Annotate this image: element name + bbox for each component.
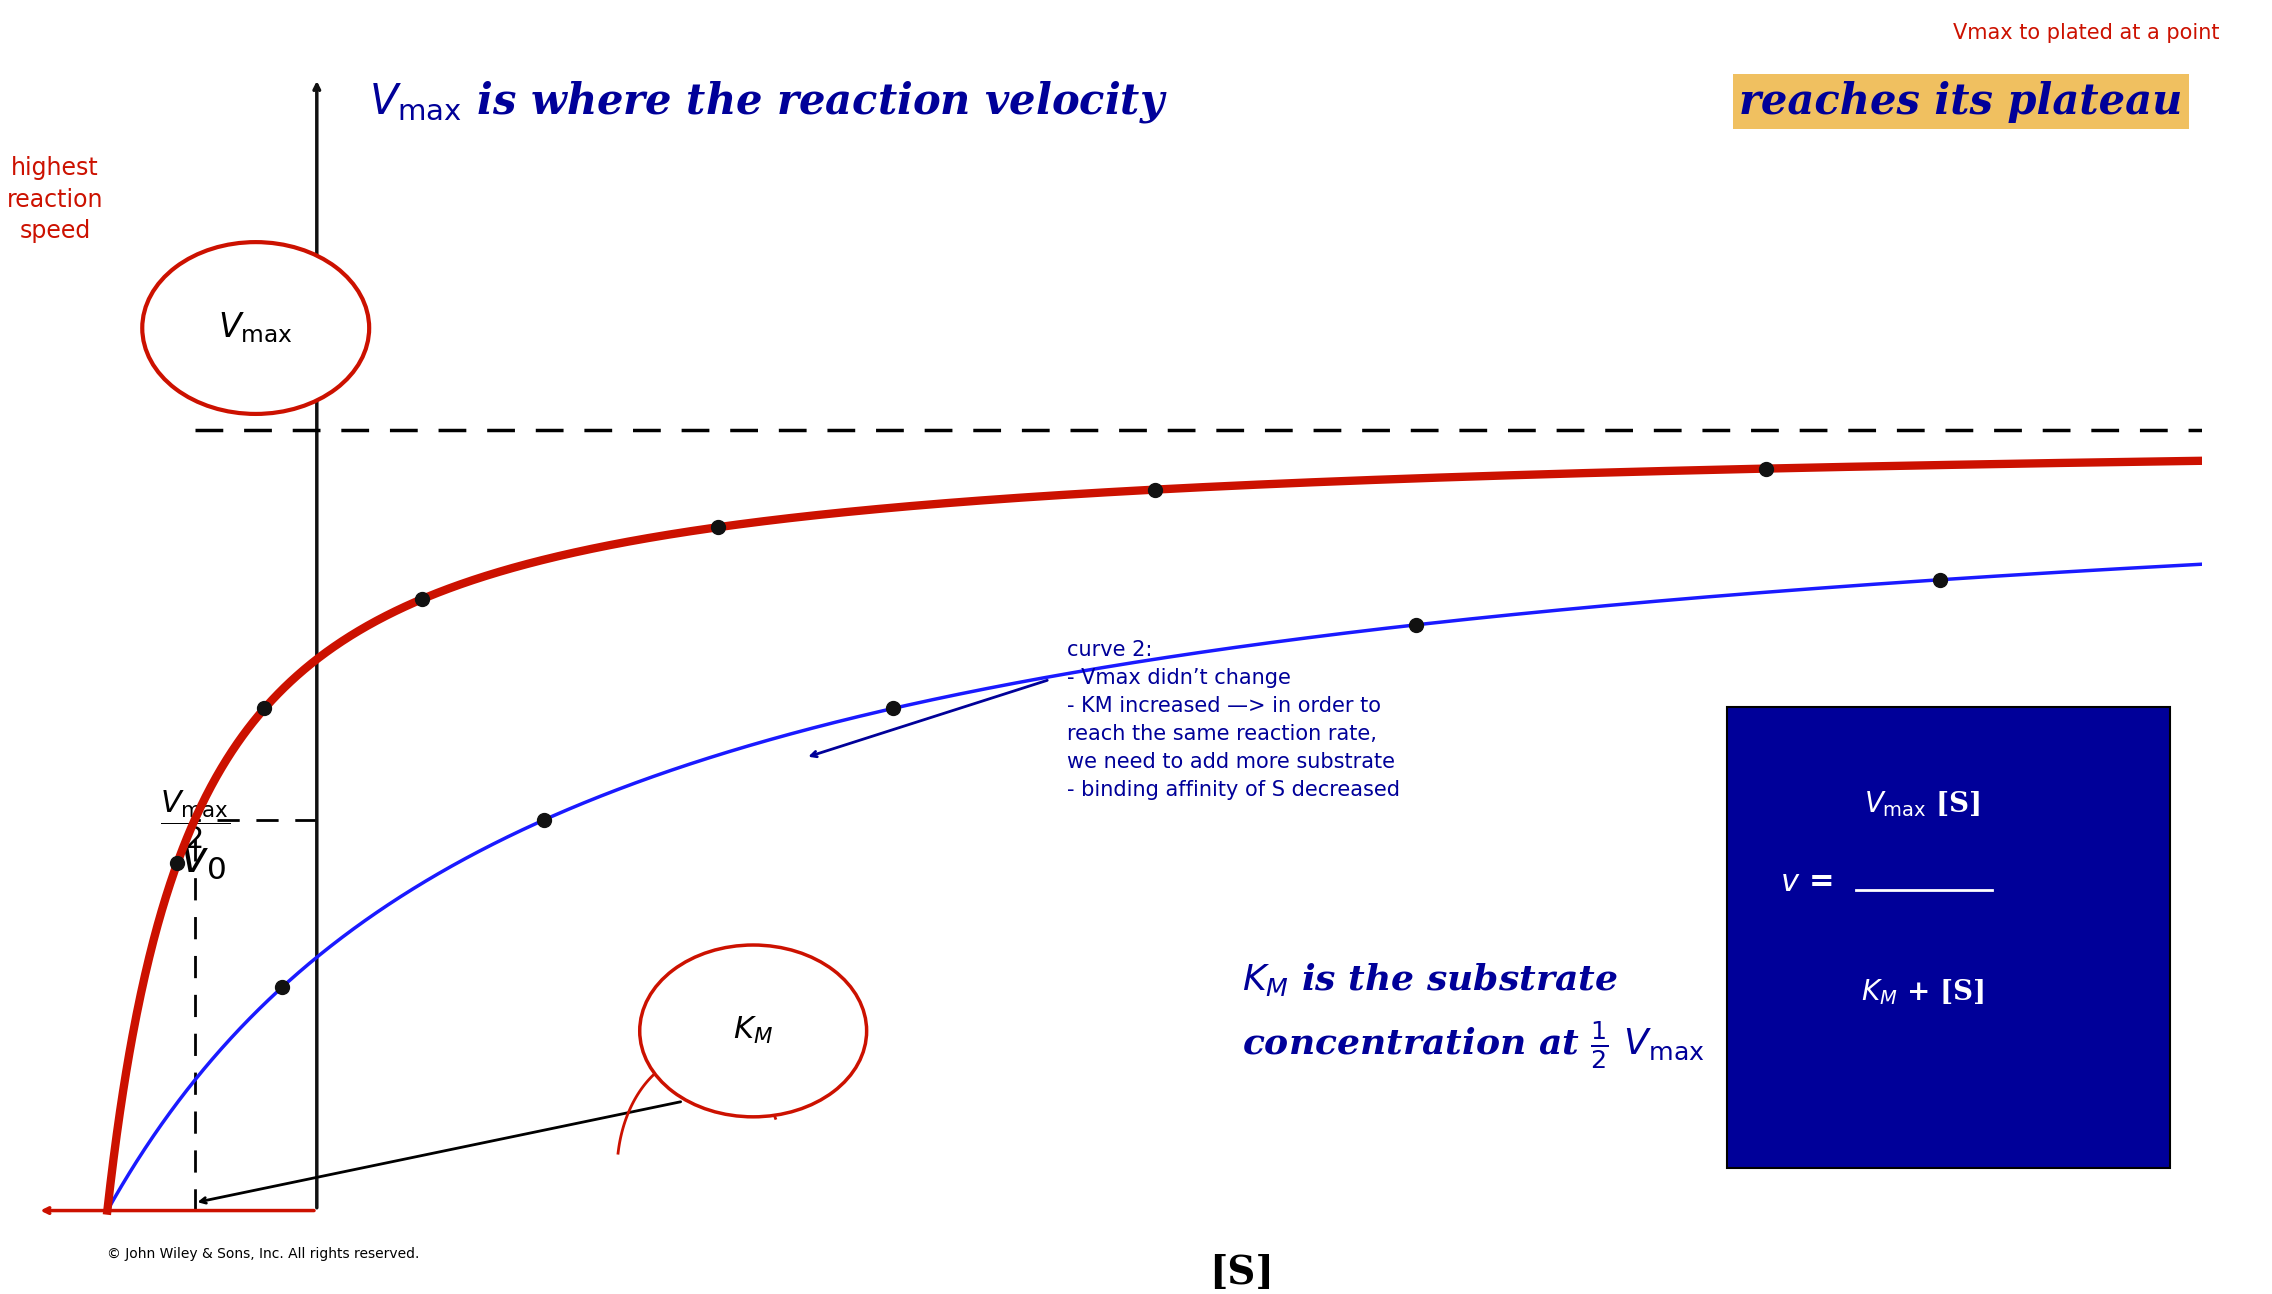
Text: © John Wiley & Sons, Inc. All rights reserved.: © John Wiley & Sons, Inc. All rights res… <box>107 1247 420 1262</box>
Text: highest
reaction
speed: highest reaction speed <box>7 157 102 243</box>
Text: $K_M$: $K_M$ <box>734 1016 772 1047</box>
Text: curve 2:
- Vmax didn’t change
- KM increased —> in order to
reach the same react: curve 2: - Vmax didn’t change - KM incre… <box>1068 641 1400 801</box>
Text: $v$ =: $v$ = <box>1779 867 1834 898</box>
Text: $V_{\mathrm{max}}$ is where the reaction velocity: $V_{\mathrm{max}}$ is where the reaction… <box>368 79 1168 124</box>
Text: Vmax to plated at a point: Vmax to plated at a point <box>1954 23 2220 44</box>
Text: $V_{\mathrm{max}}$ [S]: $V_{\mathrm{max}}$ [S] <box>1865 789 1981 819</box>
Text: $\dfrac{V_{\mathrm{max}}}{2}$: $\dfrac{V_{\mathrm{max}}}{2}$ <box>159 789 229 851</box>
Ellipse shape <box>641 945 866 1117</box>
Text: $v_0$: $v_0$ <box>179 837 227 881</box>
Text: $K_M$ is the substrate
concentration at $\frac{1}{2}$ $V_{\mathrm{max}}$: $K_M$ is the substrate concentration at … <box>1243 960 1704 1070</box>
Text: reaches its plateau: reaches its plateau <box>1740 80 2183 123</box>
Ellipse shape <box>143 242 368 414</box>
Text: $V_{\mathrm{max}}$: $V_{\mathrm{max}}$ <box>218 311 293 345</box>
Text: $K_M$ + [S]: $K_M$ + [S] <box>1861 977 1983 1007</box>
FancyBboxPatch shape <box>1727 707 2170 1167</box>
Text: [S]: [S] <box>1209 1254 1275 1291</box>
